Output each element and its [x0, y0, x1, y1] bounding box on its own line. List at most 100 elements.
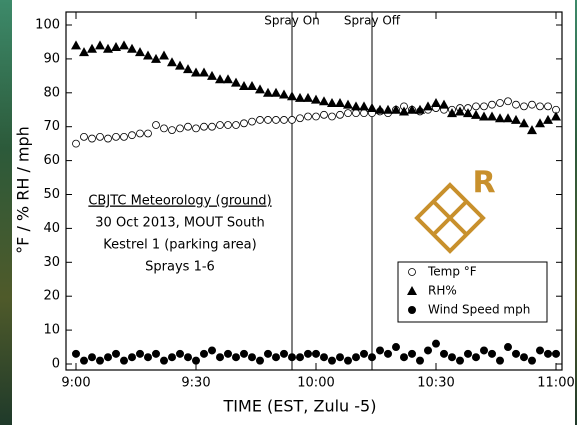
data-point [312, 350, 319, 357]
data-point [144, 354, 151, 361]
data-point [496, 357, 503, 364]
data-point [361, 110, 368, 117]
data-point [161, 125, 168, 132]
data-point [145, 130, 152, 137]
data-point [264, 350, 271, 357]
data-point [448, 354, 455, 361]
data-point [497, 99, 504, 106]
data-point [265, 116, 272, 123]
data-point [129, 132, 136, 139]
data-point [233, 122, 240, 129]
data-point [280, 350, 287, 357]
data-point [408, 350, 415, 357]
data-point [504, 343, 511, 350]
data-point [488, 350, 495, 357]
data-point [296, 354, 303, 361]
data-point [72, 350, 79, 357]
data-point [400, 354, 407, 361]
data-point [528, 357, 535, 364]
data-point [120, 357, 127, 364]
data-point [176, 350, 183, 357]
x-tick-label: 9:30 [181, 376, 210, 391]
data-point [513, 101, 520, 108]
x-tick-label: 9:00 [61, 376, 90, 391]
data-point [121, 133, 128, 140]
data-point [344, 357, 351, 364]
data-point [168, 354, 175, 361]
data-point [505, 98, 512, 105]
data-point [320, 354, 327, 361]
info-line: Kestrel 1 (parking area) [103, 238, 256, 253]
data-point [217, 122, 224, 129]
annotation: Spray On [264, 14, 320, 28]
y-tick-label: 100 [35, 18, 60, 33]
data-point [304, 350, 311, 357]
data-point [544, 350, 551, 357]
data-point [536, 347, 543, 354]
data-point [329, 113, 336, 120]
data-point [529, 101, 536, 108]
data-point [112, 350, 119, 357]
data-point [272, 354, 279, 361]
data-point [473, 103, 480, 110]
data-point [81, 133, 88, 140]
data-point [257, 116, 264, 123]
y-tick-label: 90 [43, 51, 60, 66]
data-point [281, 116, 288, 123]
data-point [289, 116, 296, 123]
x-tick-label: 11:00 [537, 376, 574, 391]
data-point [456, 357, 463, 364]
annotation: Spray Off [344, 14, 401, 28]
data-point [480, 347, 487, 354]
data-point [240, 350, 247, 357]
data-point [248, 354, 255, 361]
data-point [521, 103, 528, 110]
data-point [96, 357, 103, 364]
data-point [128, 354, 135, 361]
data-point [224, 350, 231, 357]
y-tick-label: 40 [43, 221, 60, 236]
data-point [200, 350, 207, 357]
y-tick-label: 10 [43, 323, 60, 338]
data-point [353, 110, 360, 117]
y-tick-label: 30 [43, 255, 60, 270]
data-point [552, 350, 559, 357]
y-tick-label: 80 [43, 85, 60, 100]
data-point [376, 347, 383, 354]
y-tick-label: 70 [43, 119, 60, 134]
data-point [232, 354, 239, 361]
data-point [105, 135, 112, 142]
data-point [152, 350, 159, 357]
page: {"chart_data": {"type": "scatter", "x_la… [0, 0, 577, 425]
data-point [321, 111, 328, 118]
data-point [472, 354, 479, 361]
data-point [201, 123, 208, 130]
data-point [104, 354, 111, 361]
data-point [305, 113, 312, 120]
data-point [392, 343, 399, 350]
data-point [209, 123, 216, 130]
data-point [153, 122, 160, 129]
data-point [80, 357, 87, 364]
data-point [328, 357, 335, 364]
data-point [297, 115, 304, 122]
info-line: 30 Oct 2013, MOUT South [95, 216, 264, 231]
x-tick-label: 10:00 [297, 376, 334, 391]
data-point [432, 340, 439, 347]
data-point [416, 357, 423, 364]
y-axis-label: °F / % RH / mph [14, 126, 33, 254]
data-point [273, 116, 280, 123]
y-tick-label: 20 [43, 289, 60, 304]
data-point [368, 354, 375, 361]
data-point [337, 111, 344, 118]
data-point [249, 118, 256, 125]
data-point [225, 122, 232, 129]
info-line: Sprays 1-6 [145, 260, 215, 275]
x-axis-label: TIME (EST, Zulu -5) [223, 397, 377, 416]
y-tick-label: 50 [43, 187, 60, 202]
data-point [360, 350, 367, 357]
data-point [192, 357, 199, 364]
data-point [177, 125, 184, 132]
data-point [216, 354, 223, 361]
data-point [424, 347, 431, 354]
